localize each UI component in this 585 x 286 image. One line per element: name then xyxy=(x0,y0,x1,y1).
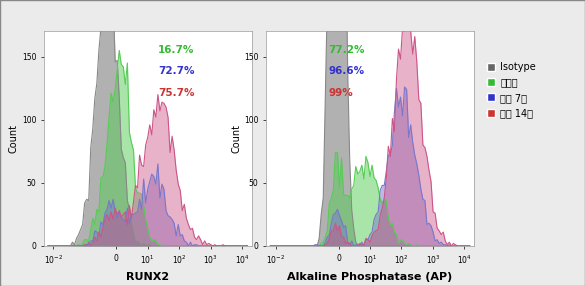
Text: 75.7%: 75.7% xyxy=(158,88,195,98)
Legend: Isotype, 미분화, 분화 7일, 분화 14일: Isotype, 미분화, 분화 7일, 분화 14일 xyxy=(487,62,536,118)
X-axis label: Alkaline Phosphatase (AP): Alkaline Phosphatase (AP) xyxy=(287,271,453,281)
X-axis label: RUNX2: RUNX2 xyxy=(126,271,169,281)
Text: 77.2%: 77.2% xyxy=(329,45,365,55)
Text: 16.7%: 16.7% xyxy=(158,45,194,55)
Text: 96.6%: 96.6% xyxy=(329,66,364,76)
Text: 72.7%: 72.7% xyxy=(158,66,195,76)
Y-axis label: Count: Count xyxy=(9,124,19,153)
Text: 99%: 99% xyxy=(329,88,353,98)
Y-axis label: Count: Count xyxy=(231,124,241,153)
